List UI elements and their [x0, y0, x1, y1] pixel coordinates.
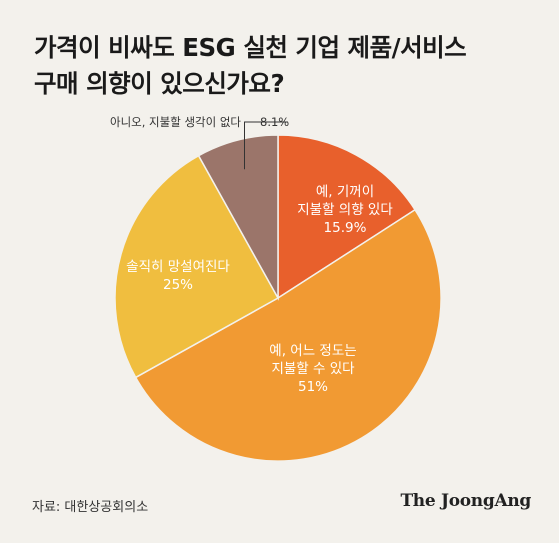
slice-label-text: 예, 기꺼이: [316, 184, 374, 200]
slice-label-text: 지불할 의향 있다: [297, 202, 393, 218]
slice-label-text: 예, 어느 정도는: [269, 343, 356, 359]
pie-slice-4: [197, 134, 279, 301]
pie-slice-2: [134, 208, 442, 462]
leader-line: [244, 121, 288, 170]
title-line-1: 가격이 비싸도 ESG 실천 기업 제품/서비스: [34, 33, 467, 62]
slice-value-label: 51%: [298, 379, 328, 395]
pie-slice-1: [277, 134, 417, 300]
slice-label-text: 지불할 수 있다: [271, 361, 355, 377]
source-note: 자료: 대한상공회의소: [32, 500, 149, 515]
slice-label-text: 솔직히 망설여진다: [126, 259, 230, 275]
chart-title: 가격이 비싸도 ESG 실천 기업 제품/서비스 구매 의향이 있으신가요?: [34, 30, 534, 102]
slice-value-label: 15.9%: [324, 220, 367, 236]
slice-label-4: 아니오, 지불할 생각이 없다 8.1%: [110, 115, 289, 170]
pie-slice-3: [114, 154, 280, 379]
slice-label-3: 솔직히 망설여진다 25%: [126, 259, 230, 293]
slice-label-text: 아니오, 지불할 생각이 없다: [110, 115, 241, 129]
brand-logo: The JoongAng: [400, 491, 531, 511]
title-line-2: 구매 의향이 있으신가요?: [34, 69, 285, 98]
slice-value-label: 25%: [163, 277, 193, 293]
